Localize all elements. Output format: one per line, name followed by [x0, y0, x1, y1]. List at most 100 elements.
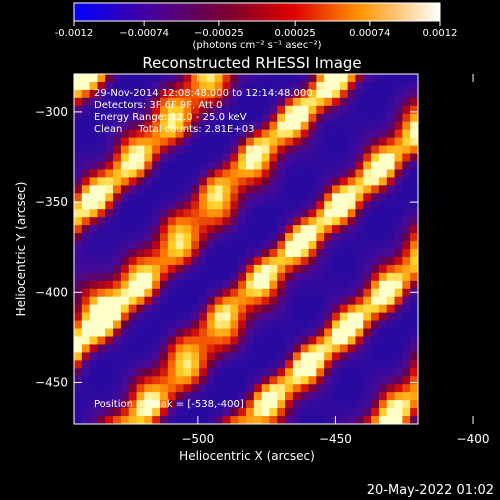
heatmap-cell	[277, 129, 286, 139]
heatmap-cell	[136, 225, 145, 234]
heatmap-cell	[300, 121, 309, 131]
heatmap-cell	[222, 408, 231, 417]
heatmap-cell	[222, 217, 231, 226]
heatmap-cell	[253, 280, 263, 290]
heatmap-cell	[378, 376, 388, 385]
heatmap-cell	[183, 193, 192, 202]
heatmap-cell	[230, 368, 239, 377]
heatmap-cell	[214, 129, 223, 139]
heatmap-cell	[410, 249, 418, 258]
heatmap-cell	[292, 336, 302, 345]
heatmap-cell	[308, 400, 317, 409]
heatmap-cell	[355, 153, 364, 162]
heatmap-cell	[89, 209, 98, 218]
heatmap-cell	[386, 217, 395, 226]
heatmap-cell	[332, 74, 341, 83]
heatmap-cell	[402, 336, 411, 345]
heatmap-cell	[324, 416, 333, 424]
heatmap-cell	[152, 129, 161, 139]
heatmap-cell	[300, 185, 309, 194]
heatmap-cell	[285, 360, 294, 369]
heatmap-cell	[347, 392, 356, 401]
heatmap-cell	[81, 400, 91, 409]
heatmap-cell	[238, 225, 247, 234]
heatmap-cell	[136, 121, 145, 131]
heatmap-cell	[355, 264, 364, 274]
heatmap-cell	[238, 201, 247, 210]
heatmap-cell	[347, 296, 356, 306]
heatmap-cell	[238, 400, 247, 409]
heatmap-cell	[167, 392, 177, 401]
heatmap-cell	[308, 129, 317, 139]
heatmap-cell	[214, 169, 223, 178]
heatmap-cell	[285, 264, 294, 274]
heatmap-cell	[355, 105, 364, 115]
heatmap-cell	[120, 320, 130, 329]
heatmap-cell	[371, 193, 380, 202]
heatmap-cell	[81, 233, 91, 242]
heatmap-cell	[371, 360, 380, 369]
heatmap-cell	[152, 121, 161, 131]
heatmap-cell	[277, 352, 286, 361]
heatmap-cell	[144, 368, 153, 377]
heatmap-cell	[238, 137, 247, 146]
heatmap-cell	[292, 304, 302, 314]
heatmap-cell	[277, 113, 286, 123]
heatmap-cell	[316, 416, 325, 424]
heatmap-cell	[363, 312, 372, 321]
heatmap-cell	[105, 169, 114, 178]
heatmap-cell	[269, 74, 278, 83]
heatmap-cell	[285, 81, 294, 91]
heatmap-cell	[378, 74, 388, 83]
heatmap-cell	[144, 113, 153, 123]
heatmap-cell	[81, 137, 91, 146]
heatmap-cell	[120, 304, 130, 314]
heatmap-cell	[332, 233, 341, 242]
heatmap-cell	[199, 400, 208, 409]
heatmap-cell	[160, 241, 169, 250]
heatmap-cell	[214, 376, 223, 385]
heatmap-cell	[277, 137, 286, 146]
heatmap-cell	[89, 121, 98, 131]
heatmap-cell	[230, 336, 239, 345]
heatmap-cell	[230, 185, 239, 194]
heatmap-cell	[324, 201, 333, 210]
heatmap-cell	[246, 336, 255, 345]
heatmap-cell	[339, 241, 349, 250]
heatmap-cell	[97, 185, 106, 194]
heatmap-cell	[402, 193, 411, 202]
heatmap-cell	[74, 185, 83, 194]
heatmap-cell	[199, 416, 208, 424]
heatmap-cell	[105, 328, 114, 337]
heatmap-cell	[206, 137, 216, 146]
heatmap-cell	[160, 233, 169, 242]
heatmap-cell	[144, 376, 153, 385]
heatmap-cell	[332, 400, 341, 409]
heatmap-cell	[160, 304, 169, 314]
heatmap-cell	[261, 368, 270, 377]
heatmap-cell	[206, 304, 216, 314]
heatmap-cell	[332, 161, 341, 170]
heatmap-cell	[183, 312, 192, 321]
heatmap-cell	[97, 256, 106, 266]
heatmap-cell	[339, 145, 349, 154]
heatmap-cell	[332, 209, 341, 218]
heatmap-cell	[316, 408, 325, 417]
heatmap-cell	[269, 368, 278, 377]
heatmap-cell	[410, 344, 418, 353]
heatmap-cell	[386, 320, 395, 329]
heatmap-cell	[261, 153, 270, 162]
heatmap-cell	[394, 256, 403, 266]
heatmap-cell	[206, 201, 216, 210]
heatmap-cell	[386, 145, 395, 154]
heatmap-cell	[230, 89, 239, 99]
heatmap-cell	[152, 177, 161, 186]
heatmap-cell	[394, 304, 403, 314]
heatmap-cell	[285, 368, 294, 377]
heatmap-cell	[363, 376, 372, 385]
heatmap-cell	[261, 312, 270, 321]
heatmap-cell	[120, 344, 130, 353]
heatmap-cell	[167, 105, 177, 115]
heatmap-cell	[136, 241, 145, 250]
heatmap-cell	[128, 209, 137, 218]
